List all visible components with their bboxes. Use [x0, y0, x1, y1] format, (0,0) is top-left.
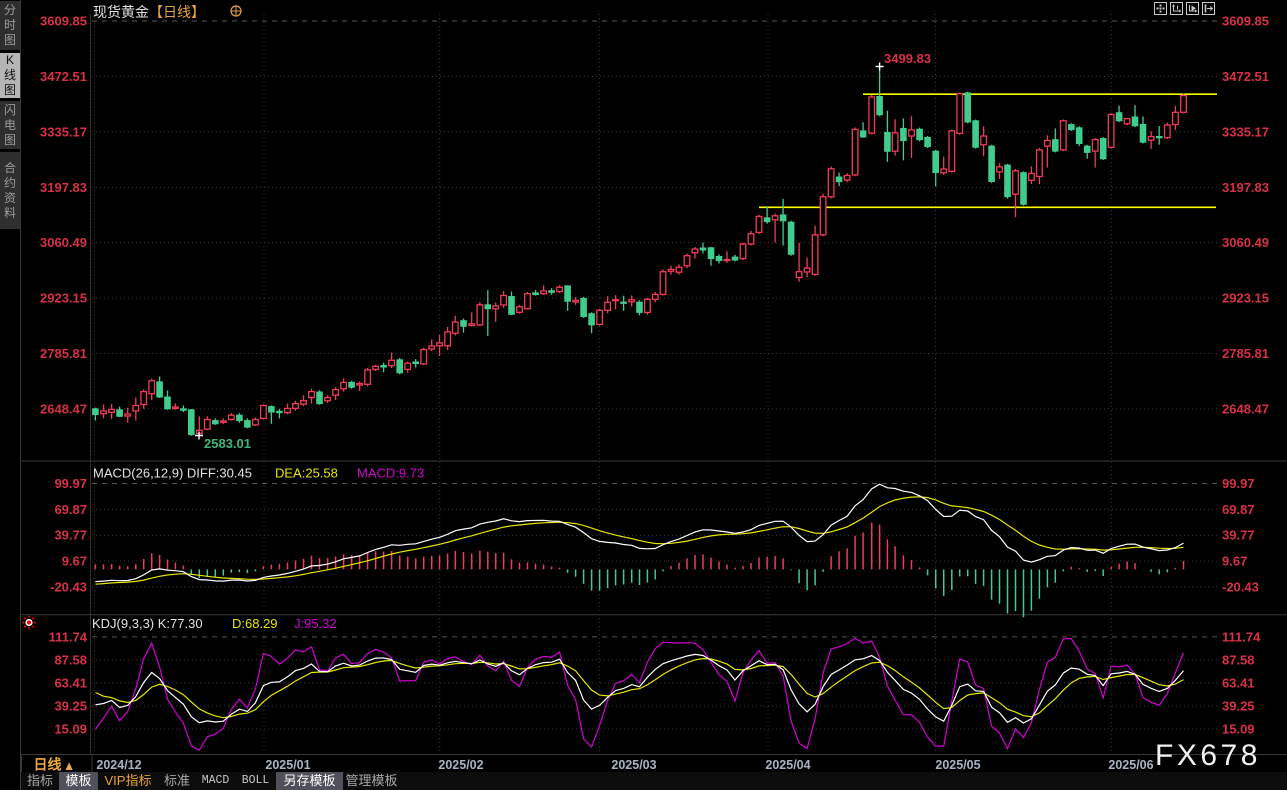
svg-text:2785.81: 2785.81: [1222, 346, 1269, 361]
svg-text:2025/01: 2025/01: [265, 758, 310, 772]
svg-text:111.74: 111.74: [1222, 629, 1261, 644]
svg-text:2024/12: 2024/12: [96, 758, 141, 772]
svg-text:69.87: 69.87: [1222, 502, 1255, 517]
svg-text:99.97: 99.97: [54, 476, 87, 491]
svg-text:9.67: 9.67: [1222, 554, 1247, 569]
svg-text:现货黄金: 现货黄金: [93, 4, 149, 20]
svg-text:111.74: 111.74: [49, 629, 88, 644]
svg-text:69.87: 69.87: [54, 502, 87, 517]
svg-text:39.25: 39.25: [1222, 698, 1255, 713]
svg-text:2025/04: 2025/04: [765, 758, 810, 772]
svg-text:日线: 日线: [34, 757, 62, 773]
svg-text:2923.15: 2923.15: [1222, 291, 1269, 306]
svg-text:2923.15: 2923.15: [40, 291, 87, 306]
svg-text:87.58: 87.58: [1222, 652, 1255, 667]
svg-text:D:68.29: D:68.29: [232, 616, 278, 631]
svg-text:FX678: FX678: [1155, 739, 1261, 772]
svg-text:DEA:25.58: DEA:25.58: [275, 466, 338, 481]
svg-text:MACD:9.73: MACD:9.73: [357, 466, 424, 481]
svg-text:-20.43: -20.43: [1222, 579, 1259, 594]
svg-text:2025/05: 2025/05: [935, 758, 980, 772]
svg-text:【日线】: 【日线】: [149, 4, 205, 20]
svg-text:39.77: 39.77: [54, 528, 87, 543]
svg-text:3335.17: 3335.17: [40, 124, 87, 139]
svg-text:3197.83: 3197.83: [40, 180, 87, 195]
svg-text:15.09: 15.09: [1222, 721, 1255, 736]
svg-text:63.41: 63.41: [54, 675, 87, 690]
svg-text:2583.01: 2583.01: [204, 436, 251, 451]
svg-text:87.58: 87.58: [54, 652, 87, 667]
svg-text:2025/06: 2025/06: [1108, 758, 1153, 772]
svg-text:2648.47: 2648.47: [40, 401, 87, 416]
svg-text:39.77: 39.77: [1222, 528, 1255, 543]
svg-text:3472.51: 3472.51: [1222, 69, 1269, 84]
svg-text:3060.49: 3060.49: [40, 235, 87, 250]
svg-text:MACD(26,12,9) DIFF:30.45: MACD(26,12,9) DIFF:30.45: [93, 466, 252, 481]
svg-text:99.97: 99.97: [1222, 476, 1255, 491]
svg-text:3335.17: 3335.17: [1222, 124, 1269, 139]
svg-text:3609.85: 3609.85: [1222, 14, 1269, 29]
svg-text:3472.51: 3472.51: [40, 69, 87, 84]
svg-text:KDJ(9,3,3) K:77.30: KDJ(9,3,3) K:77.30: [92, 616, 203, 631]
svg-text:3609.85: 3609.85: [40, 14, 87, 29]
svg-text:3060.49: 3060.49: [1222, 235, 1269, 250]
svg-text:63.41: 63.41: [1222, 675, 1255, 690]
svg-text:9.67: 9.67: [62, 554, 87, 569]
svg-text:J:95.32: J:95.32: [294, 616, 337, 631]
svg-text:3499.83: 3499.83: [884, 51, 931, 66]
svg-text:-20.43: -20.43: [50, 579, 87, 594]
svg-text:2025/02: 2025/02: [438, 758, 483, 772]
svg-text:3197.83: 3197.83: [1222, 180, 1269, 195]
svg-text:2025/03: 2025/03: [611, 758, 656, 772]
svg-text:2785.81: 2785.81: [40, 346, 87, 361]
svg-text:15.09: 15.09: [54, 721, 87, 736]
svg-text:39.25: 39.25: [54, 698, 87, 713]
svg-text:2648.47: 2648.47: [1222, 401, 1269, 416]
